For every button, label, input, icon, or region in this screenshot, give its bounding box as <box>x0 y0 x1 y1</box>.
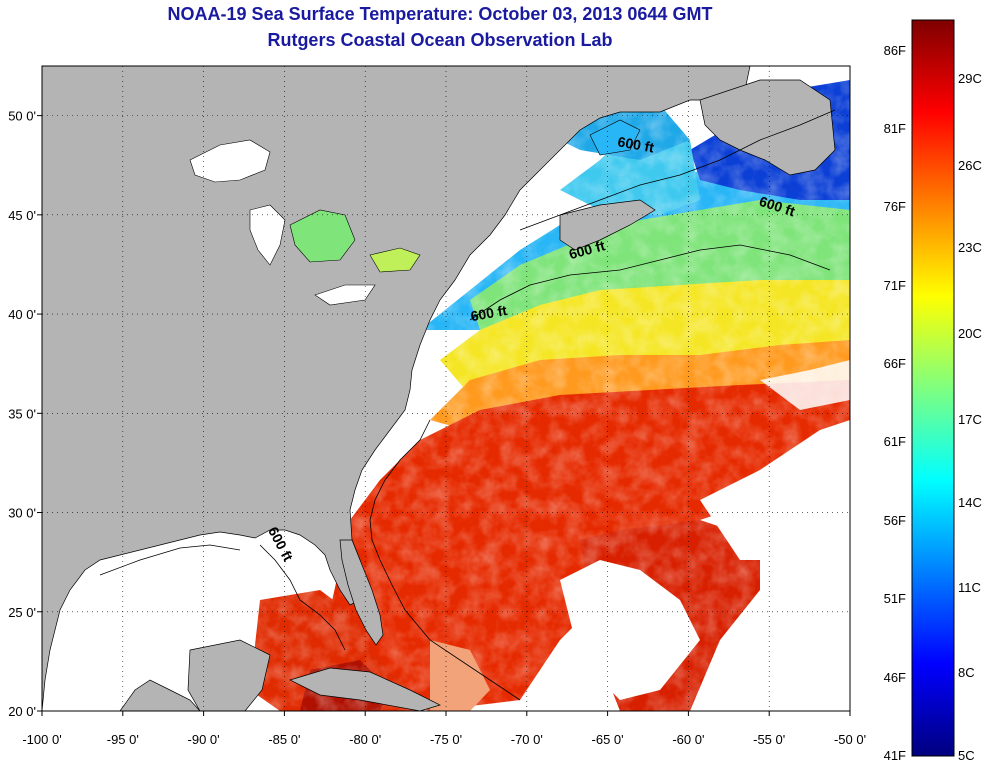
colorbar-f-label: 71F <box>884 278 906 293</box>
colorbar-c-label: 5C <box>958 748 975 763</box>
map-axes: -100 0' -95 0' -90 0' -85 0' -80 0' -75 0' -70… <box>8 109 866 747</box>
colorbar-c-label: 14C <box>958 495 982 510</box>
colorbar-c-label: 8C <box>958 665 975 680</box>
map-subtitle: Rutgers Coastal Ocean Observation Lab <box>267 30 613 50</box>
colorbar-f-label: 76F <box>884 199 906 214</box>
colorbar-f-label: 61F <box>884 434 906 449</box>
x-tick-label: -70 0' <box>511 732 543 747</box>
colorbar-c-label: 29C <box>958 71 982 86</box>
colorbar-labels: 86F 81F 76F 71F 66F 61F 56F 51F 46F 41F 29C 26C 23C 2… <box>884 43 982 763</box>
colorbar-f-label: 56F <box>884 513 906 528</box>
y-tick-label: 35 0' <box>8 406 36 421</box>
x-tick-label: -85 0' <box>268 732 300 747</box>
x-tick-label: -100 0' <box>22 732 61 747</box>
contour-label-600ft: 600 ft <box>469 302 508 324</box>
colorbar-c-label: 17C <box>958 412 982 427</box>
colorbar <box>911 19 955 757</box>
y-tick-label: 20 0' <box>8 704 36 719</box>
colorbar-f-label: 86F <box>884 43 906 58</box>
y-tick-label: 30 0' <box>8 506 36 521</box>
x-tick-label: -60 0' <box>672 732 704 747</box>
colorbar-c-label: 20C <box>958 326 982 341</box>
colorbar-c-label: 11C <box>958 580 981 595</box>
x-tick-label: -95 0' <box>107 732 139 747</box>
x-tick-label: -55 0' <box>753 732 785 747</box>
x-tick-label: -80 0' <box>349 732 381 747</box>
colorbar-f-label: 46F <box>884 670 906 685</box>
colorbar-f-label: 41F <box>884 748 906 763</box>
x-tick-label: -75 0' <box>430 732 462 747</box>
x-tick-label: -65 0' <box>592 732 624 747</box>
isobath-600ft <box>99 109 836 701</box>
y-tick-label: 40 0' <box>8 307 36 322</box>
colorbar-f-label: 81F <box>884 121 906 136</box>
x-tick-label: -90 0' <box>188 732 220 747</box>
colorbar-c-label: 23C <box>958 240 982 255</box>
y-tick-label: 50 0' <box>8 109 36 124</box>
x-tick-label: -50 0' <box>834 732 866 747</box>
colorbar-f-label: 66F <box>884 356 906 371</box>
colorbar-f-label: 51F <box>884 591 906 606</box>
map-title: NOAA-19 Sea Surface Temperature: October… <box>167 4 713 24</box>
contour-label-600ft: 600 ft <box>617 133 656 155</box>
colorbar-c-label: 26C <box>958 158 982 173</box>
y-tick-label: 25 0' <box>8 605 36 620</box>
great-lakes <box>189 119 641 306</box>
y-tick-label: 45 0' <box>8 208 36 223</box>
land <box>42 66 836 711</box>
florida <box>339 539 384 646</box>
